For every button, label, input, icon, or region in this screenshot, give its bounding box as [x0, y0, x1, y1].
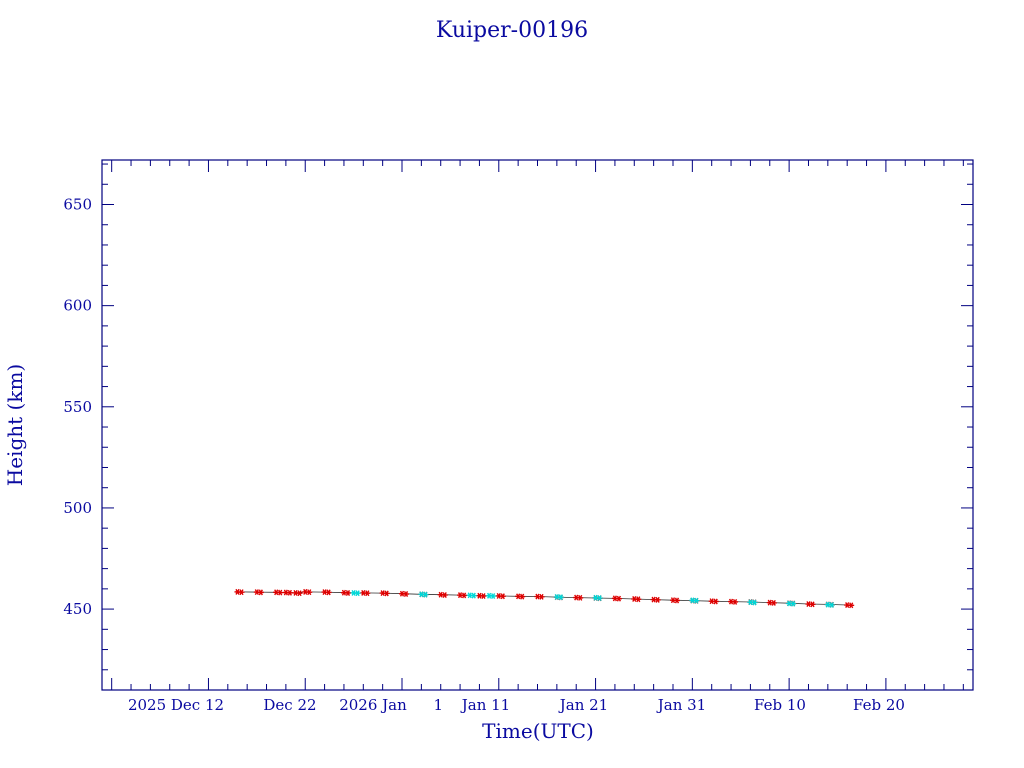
data-point: [490, 593, 497, 599]
data-point: [770, 599, 777, 606]
axis-ticks: [102, 160, 973, 691]
y-tick-label: 650: [63, 196, 92, 214]
data-point: [470, 592, 477, 599]
data-point: [635, 596, 642, 603]
data-point: [557, 594, 564, 601]
data-point: [325, 589, 332, 596]
x-tick-label: 2025 Dec 12: [128, 696, 224, 714]
x-tick-label: 1: [433, 696, 443, 714]
data-point: [344, 590, 351, 596]
data-point: [403, 591, 410, 597]
data-point: [422, 591, 429, 598]
data-point: [712, 598, 719, 605]
data-point: [364, 590, 371, 597]
data-points: [234, 588, 855, 609]
data-point: [354, 590, 361, 597]
series-trace: [237, 591, 848, 606]
data-point: [828, 601, 835, 608]
x-tick-label: Jan 31: [656, 696, 706, 714]
data-point: [673, 597, 680, 604]
x-tick-label: Jan 11: [460, 696, 510, 714]
data-point: [383, 590, 390, 597]
data-point: [790, 600, 797, 607]
data-point: [441, 592, 448, 598]
data-point: [751, 599, 758, 606]
data-point: [693, 597, 700, 604]
data-point: [306, 589, 313, 596]
x-tick-label: Jan 21: [558, 696, 608, 714]
y-axis-label: Height (km): [3, 364, 27, 486]
data-point: [480, 593, 487, 599]
y-tick-label: 550: [63, 398, 92, 416]
x-tick-label: Feb 20: [853, 696, 905, 714]
y-tick-labels: 450 500 550 600 650: [63, 196, 92, 619]
y-tick-label: 450: [63, 600, 92, 618]
x-tick-labels: 2025 Dec 12 Dec 22 2026 Jan 1 Jan 11 Jan 21 Ja…: [128, 696, 905, 714]
data-point: [577, 594, 584, 601]
data-point: [277, 589, 284, 596]
data-point: [809, 601, 816, 608]
y-tick-label: 600: [63, 297, 92, 315]
y-tick-label: 500: [63, 499, 92, 517]
data-point: [538, 593, 545, 600]
data-point: [848, 602, 855, 609]
data-point: [499, 593, 506, 600]
data-point: [654, 596, 661, 603]
x-tick-label: Feb 10: [754, 696, 806, 714]
data-point: [596, 595, 603, 602]
data-point: [732, 598, 739, 605]
data-point: [257, 589, 264, 596]
x-axis-label: Time(UTC): [482, 719, 594, 743]
data-point: [615, 595, 622, 602]
plot-frame: [101, 159, 974, 691]
x-tick-label: Dec 22: [263, 696, 316, 714]
data-point: [286, 589, 293, 596]
x-tick-label: 2026 Jan: [339, 696, 407, 714]
chart-title: Kuiper-00196: [436, 18, 588, 43]
data-point: [461, 592, 468, 599]
data-point: [296, 590, 303, 597]
data-point: [519, 593, 526, 600]
data-point: [238, 589, 245, 596]
